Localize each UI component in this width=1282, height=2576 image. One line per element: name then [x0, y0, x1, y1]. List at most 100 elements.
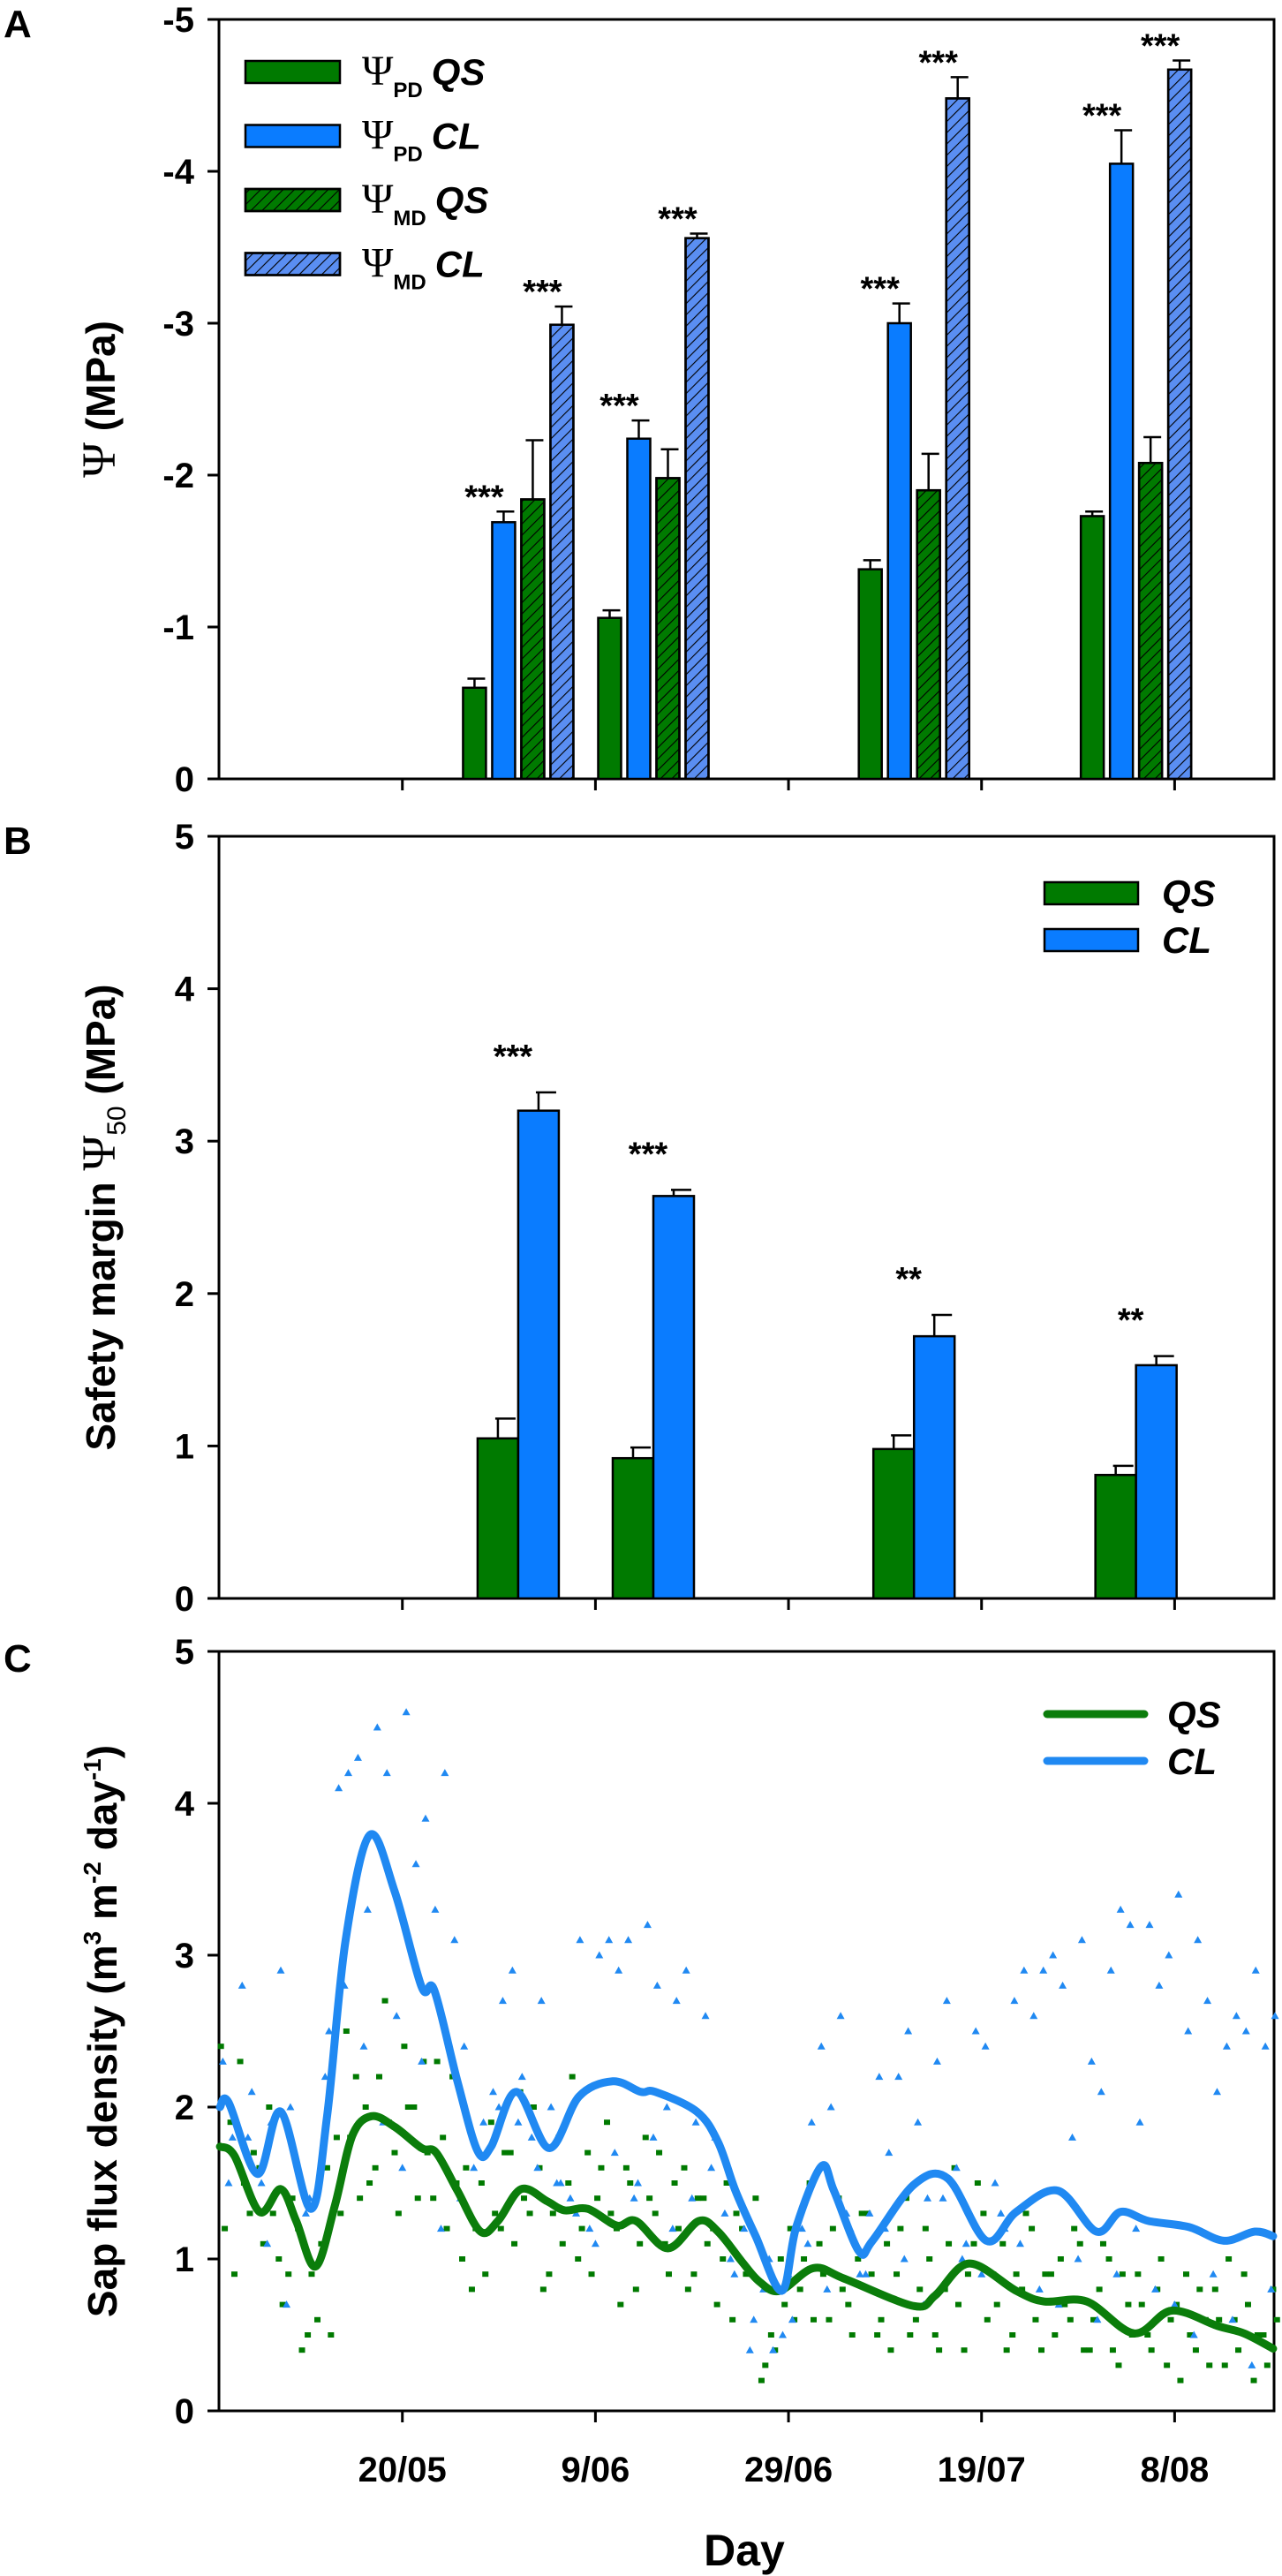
bar-pd_qs — [597, 616, 622, 781]
series-line-qs — [215, 2111, 1278, 2353]
scatter-point-cl — [720, 2209, 729, 2217]
scatter-point-qs — [549, 2210, 556, 2217]
scatter-point-qs — [1144, 2332, 1151, 2338]
x-axis-label: Day — [704, 2526, 785, 2575]
scatter-point-qs — [575, 2256, 582, 2262]
scatter-point-qs — [690, 2271, 698, 2278]
scatter-point-qs — [343, 2028, 350, 2034]
bar-pd_cl — [1108, 162, 1135, 781]
scatter-point-cl — [634, 2179, 643, 2187]
scatter-point-cl — [489, 2088, 498, 2096]
scatter-point-cl — [914, 2118, 923, 2126]
legend-species: QS — [435, 179, 489, 222]
bar-pd_qs — [1079, 515, 1105, 781]
scatter-point-cl — [1132, 2225, 1141, 2232]
scatter-point-cl — [977, 2270, 986, 2278]
scatter-point-cl — [894, 2073, 903, 2081]
y-tick-label: 1 — [175, 1427, 194, 1466]
scatter-point-cl — [952, 2164, 961, 2172]
scatter-point-qs — [1225, 2256, 1233, 2262]
scatter-point-cl — [411, 1860, 420, 1868]
scatter-point-qs — [1096, 2286, 1103, 2293]
scatter-point-cl — [238, 1981, 246, 1989]
scatter-point-cl — [344, 1769, 353, 1777]
legend-hatch — [244, 252, 342, 276]
scatter-point-qs — [391, 2149, 398, 2156]
scatter-point-qs — [964, 2271, 971, 2278]
scatter-point-qs — [1211, 2286, 1218, 2293]
scatter-point-qs — [328, 2332, 335, 2338]
scatter-point-cl — [1232, 2012, 1241, 2020]
scatter-point-cl — [257, 2179, 266, 2187]
scatter-point-cl — [325, 2027, 334, 2035]
scatter-point-qs — [1081, 2347, 1088, 2353]
scatter-point-qs — [434, 2059, 441, 2065]
scatter-point-qs — [675, 2225, 682, 2232]
psi-symbol: Ψ — [362, 176, 394, 223]
scatter-point-qs — [961, 2347, 968, 2353]
scatter-point-cl — [470, 2164, 479, 2172]
scatter-point-qs — [497, 2225, 504, 2232]
scatter-point-qs — [878, 2316, 885, 2323]
scatter-point-cl — [1029, 2012, 1038, 2020]
scatter-point-qs — [440, 2134, 447, 2141]
scatter-point-qs — [665, 2271, 672, 2278]
scatter-point-qs — [1138, 2301, 1145, 2308]
scatter-point-cl — [382, 1769, 391, 1777]
scatter-point-qs — [713, 2301, 720, 2308]
scatter-point-cl — [923, 2194, 931, 2202]
scatter-point-qs — [539, 2286, 547, 2293]
scatter-point-qs — [507, 2149, 514, 2156]
x-tick-label: 19/07 — [938, 2451, 1026, 2489]
bar-cl — [912, 1334, 956, 1600]
scatter-point-cl — [745, 2346, 754, 2353]
y-tick-label: -2 — [162, 457, 194, 495]
panel-letter: B — [4, 820, 32, 863]
scatter-point-cl — [431, 1905, 440, 1913]
scatter-point-qs — [260, 2240, 267, 2247]
scatter-point-qs — [604, 2119, 611, 2126]
y-tick-label: 5 — [175, 1633, 194, 1672]
scatter-point-qs — [1105, 2256, 1112, 2262]
scatter-point-cl — [1093, 2315, 1102, 2323]
scatter-point-qs — [946, 2240, 953, 2247]
scatter-point-qs — [652, 2210, 659, 2217]
scatter-point-qs — [681, 2164, 688, 2171]
scatter-point-cl — [1174, 1890, 1183, 1898]
scatter-point-qs — [1164, 2362, 1171, 2368]
y-label-text: ) — [79, 1745, 125, 1758]
scatter-point-qs — [781, 2301, 788, 2308]
scatter-point-cl — [1222, 2042, 1231, 2050]
scatter-point-qs — [1019, 2286, 1026, 2293]
x-tick-label: 9/06 — [561, 2451, 630, 2489]
scatter-point-cl — [1059, 1981, 1067, 1989]
scatter-point-qs — [269, 2210, 276, 2217]
scatter-point-qs — [222, 2225, 229, 2232]
psi-symbol: Ψ — [362, 112, 394, 159]
scatter-point-qs — [787, 2225, 794, 2232]
scatter-point-cl — [1116, 1905, 1125, 1913]
panel-a: A 0 -1 -2 -3 -4 -5 Ψ (MPa) *** *** *** *** *** *** ***… — [4, 1, 1276, 799]
y-label-superscript: 3 — [79, 1931, 106, 1945]
scatter-point-cl — [1112, 2270, 1121, 2278]
y-axis-label: Sap flux density (m3 m-2 day-1) — [79, 1745, 125, 2317]
scatter-point-qs — [819, 2271, 826, 2278]
scatter-point-cl — [218, 2057, 227, 2065]
scatter-point-cl — [224, 2179, 233, 2187]
y-axis-label: Safety margin Ψ50 (MPa) — [72, 984, 132, 1450]
scatter-point-qs — [526, 2210, 533, 2217]
scatter-point-cl — [566, 2194, 575, 2202]
scatter-point-qs — [381, 1998, 388, 2004]
scatter-point-qs — [366, 2180, 373, 2186]
scatter-point-qs — [1029, 2225, 1036, 2232]
scatter-point-qs — [511, 2240, 518, 2247]
scatter-point-qs — [588, 2271, 595, 2278]
y-tick-label: 0 — [175, 760, 194, 799]
scatter-point-cl — [359, 2042, 368, 2050]
scatter-point-qs — [275, 2256, 283, 2262]
psi-symbol: Ψ — [72, 442, 125, 478]
scatter-point-qs — [414, 2195, 421, 2202]
scatter-point-cl — [823, 2285, 832, 2293]
scatter-point-qs — [743, 2271, 750, 2278]
scatter-point-qs — [584, 2149, 592, 2156]
